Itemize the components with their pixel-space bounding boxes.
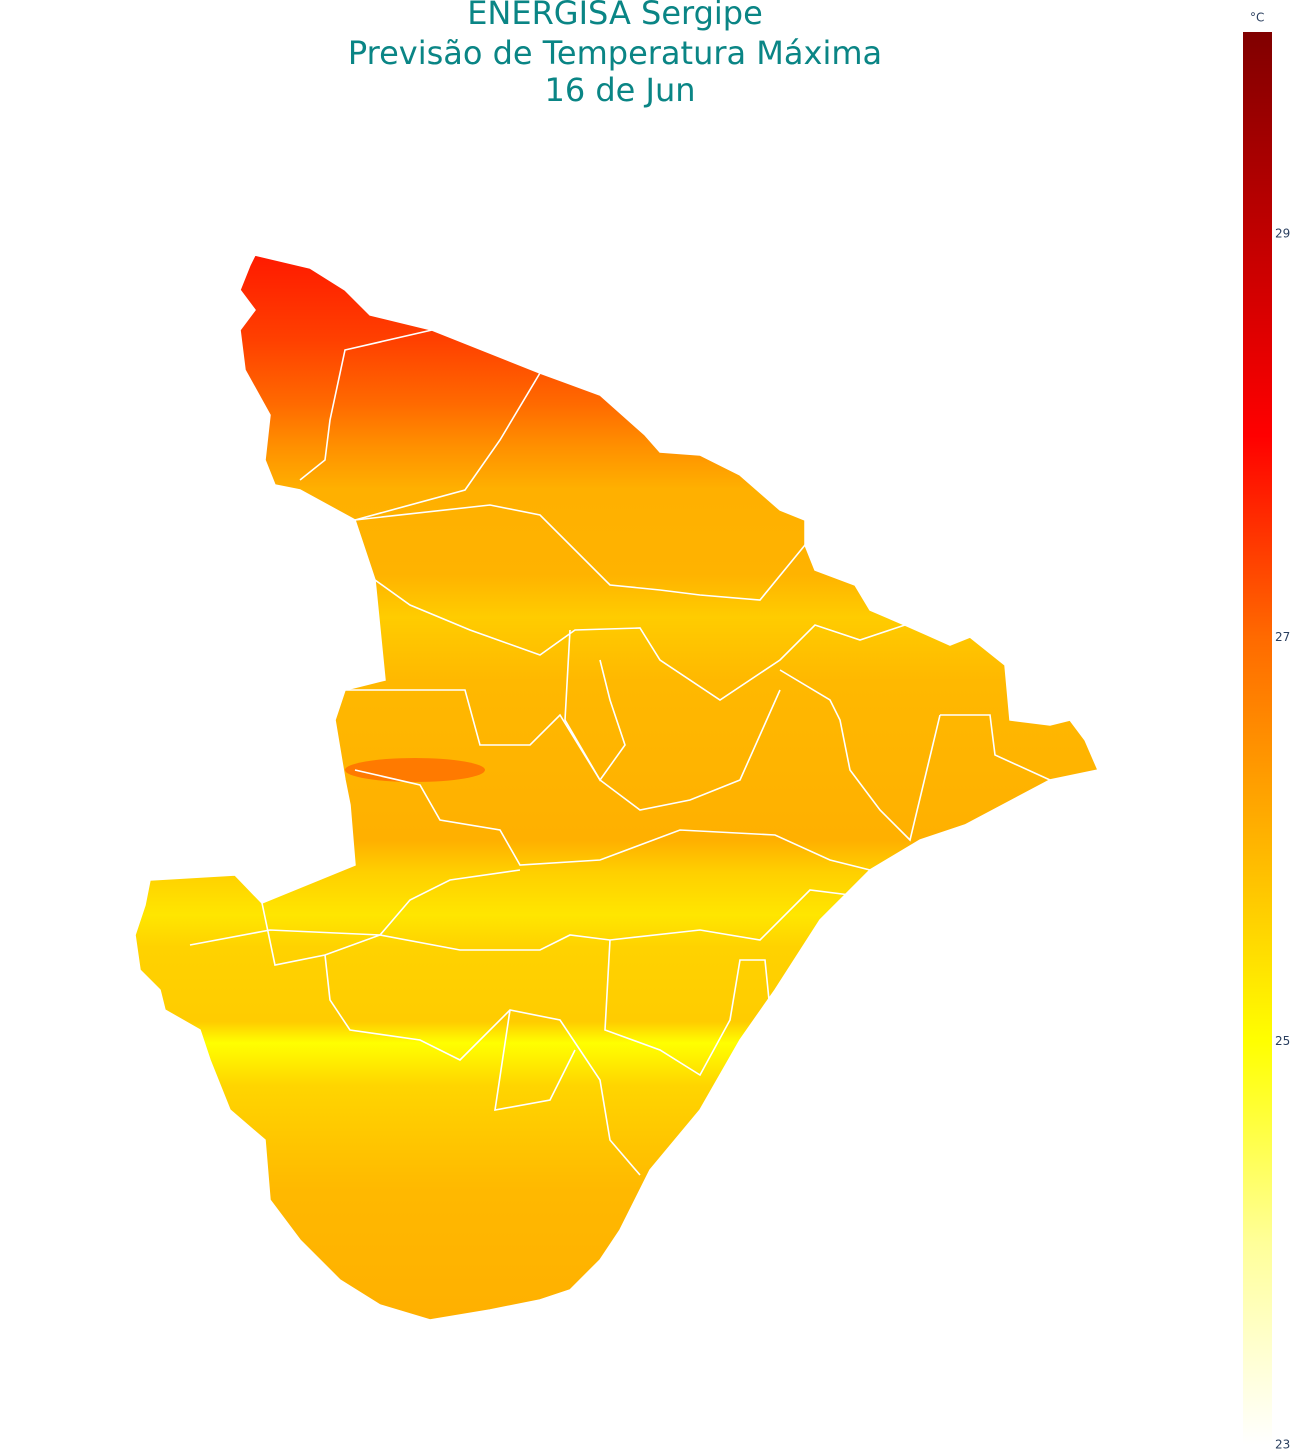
colorbar: °C 23 25 27 29: [1243, 11, 1290, 1452]
colorbar-tick-label: 25: [1275, 1034, 1290, 1048]
colorbar-title: °C: [1250, 11, 1264, 25]
municipal-border: [354, 769, 871, 871]
state-map: [134, 254, 1100, 1321]
title-line: 16 de Jun: [544, 71, 695, 109]
state-outline: [134, 254, 1100, 1321]
municipal-border: [189, 889, 851, 951]
municipal-border: [374, 579, 906, 701]
municipal-border: [779, 669, 941, 842]
municipal-border: [354, 372, 541, 521]
hot-spot: [345, 758, 485, 782]
municipal-border: [494, 1009, 576, 1111]
colorbar-tick-label: 29: [1275, 226, 1290, 240]
municipal-border: [345, 689, 781, 811]
colorbar-tick-label: 27: [1275, 630, 1290, 644]
municipal-border: [940, 714, 1051, 781]
colorbar-tick-label: 23: [1275, 1438, 1290, 1452]
municipal-border: [354, 504, 806, 601]
municipal-border: [299, 329, 433, 481]
title-line: Previsão de Temperatura Máxima: [348, 34, 882, 72]
municipal-border: [564, 629, 626, 782]
municipal-border: [604, 939, 771, 1077]
title-line: ENERGISA Sergipe: [467, 0, 763, 32]
colorbar-scale: [1243, 32, 1272, 1445]
